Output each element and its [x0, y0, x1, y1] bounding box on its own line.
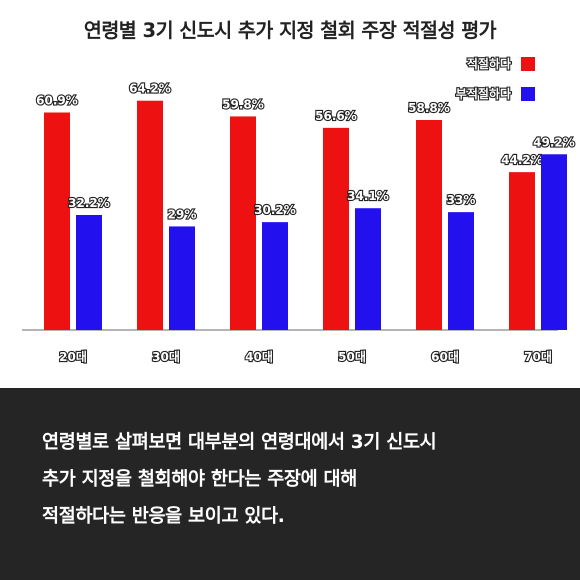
- category-label: 50대: [338, 350, 366, 364]
- bar-appropriate-60대: [416, 120, 442, 330]
- legend-label: 부적절하다: [456, 86, 511, 101]
- caption-text: 연령별로 살펴보면 대부분의 연령대에서 3기 신도시 추가 지정을 철회해야 …: [42, 424, 562, 535]
- bar-inappropriate-40대: [262, 222, 288, 330]
- data-label: 44.2%: [501, 153, 543, 167]
- caption-box: 연령별로 살펴보면 대부분의 연령대에서 3기 신도시 추가 지정을 철회해야 …: [0, 388, 580, 580]
- bar-inappropriate-30대: [169, 226, 195, 330]
- data-label: 59.8%: [222, 97, 264, 111]
- category-label: 70대: [524, 350, 552, 364]
- data-label: 56.6%: [315, 109, 357, 123]
- category-label: 40대: [245, 350, 273, 364]
- bar-inappropriate-60대: [448, 212, 474, 330]
- bar-inappropriate-70대: [541, 154, 567, 330]
- data-label: 64.2%: [129, 82, 171, 96]
- legend-swatch: [521, 57, 535, 71]
- caption-line-1: 연령별로 살펴보면 대부분의 연령대에서 3기 신도시: [42, 432, 437, 453]
- data-label: 34.1%: [347, 189, 389, 203]
- bar-inappropriate-50대: [355, 208, 381, 330]
- caption-line-3: 적절하다는 반응을 보이고 있다.: [42, 506, 285, 527]
- bar-chart: 60.9% 32.2% 20대 64.2% 29% 30대 59.8% 30.2% 40대 56.…: [22, 55, 576, 365]
- bar-appropriate-50대: [323, 127, 349, 330]
- data-label: 32.2%: [68, 196, 110, 210]
- category-label: 20대: [59, 350, 87, 364]
- bar-inappropriate-20대: [76, 215, 102, 330]
- bar-appropriate-30대: [137, 100, 163, 330]
- chart-area: 연령별 3기 신도시 추가 지정 철회 주장 적절성 평가 60.9% 32.2%…: [22, 19, 576, 366]
- chart-title: 연령별 3기 신도시 추가 지정 철회 주장 적절성 평가: [83, 19, 497, 42]
- data-label: 58.8%: [408, 101, 450, 115]
- data-label: 33%: [447, 193, 476, 207]
- category-label: 60대: [431, 350, 459, 364]
- bar-appropriate-70대: [509, 172, 535, 330]
- bar-appropriate-20대: [44, 112, 70, 330]
- data-label: 49.2%: [533, 135, 575, 149]
- data-label: 60.9%: [36, 94, 78, 108]
- caption-line-2: 추가 지정을 철회해야 한다는 주장에 대해: [42, 469, 357, 490]
- data-label: 30.2%: [254, 203, 296, 217]
- category-label: 30대: [152, 350, 180, 364]
- bar-appropriate-40대: [230, 116, 256, 330]
- legend-swatch: [521, 87, 535, 101]
- legend-label: 적절하다: [467, 56, 511, 71]
- data-label: 29%: [168, 207, 197, 221]
